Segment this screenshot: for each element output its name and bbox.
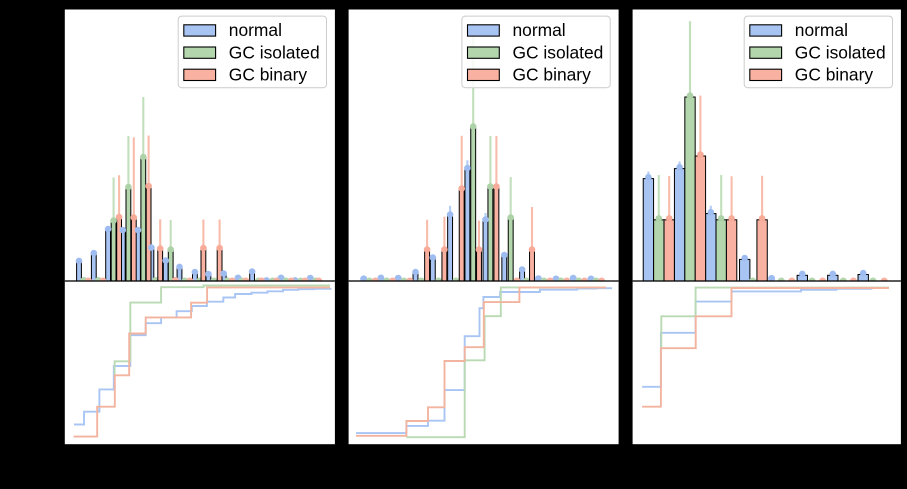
- svg-text:normal: normal: [795, 20, 848, 40]
- svg-text:GC binary: GC binary: [795, 65, 874, 85]
- svg-text:GC isolated: GC isolated: [229, 42, 320, 62]
- svg-text:GC binary: GC binary: [229, 65, 308, 85]
- svg-text:normal: normal: [513, 20, 566, 40]
- svg-text:GC isolated: GC isolated: [513, 42, 604, 62]
- svg-text:GC binary: GC binary: [513, 65, 592, 85]
- svg-text:GC isolated: GC isolated: [795, 42, 886, 62]
- svg-text:normal: normal: [229, 20, 282, 40]
